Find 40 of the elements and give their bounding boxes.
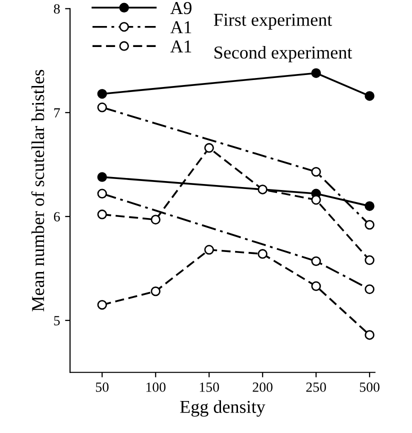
- point: [97, 102, 107, 112]
- x-tick-label: 150: [200, 382, 219, 392]
- point: [97, 172, 107, 182]
- point: [258, 249, 268, 259]
- x-tick-label: 100: [146, 382, 166, 392]
- point: [364, 220, 374, 230]
- y-tick-label: 8: [54, 4, 60, 14]
- point: [258, 184, 268, 194]
- point: [150, 214, 160, 224]
- point: [204, 244, 214, 255]
- x-tick-label: 200: [252, 382, 272, 392]
- point: [204, 143, 214, 153]
- point: [311, 166, 321, 177]
- point: [150, 286, 160, 296]
- point: [97, 210, 107, 220]
- x-tick-label: 500: [360, 382, 380, 392]
- x-tick-label: 250: [306, 382, 326, 392]
- legend-label: A9: [170, 2, 192, 14]
- y-axis-title: Mean number of scutellar bristles: [31, 70, 44, 312]
- annotation: Second experiment: [214, 46, 352, 62]
- point: [364, 91, 374, 101]
- point: [97, 188, 107, 198]
- x-tick-label: 50: [96, 382, 109, 392]
- point: [311, 256, 321, 266]
- x-axis-title: Egg density: [180, 400, 266, 417]
- legend-label: A1: [170, 40, 192, 52]
- y-tick-label: 6: [54, 212, 60, 222]
- annotation: First experiment: [214, 14, 332, 30]
- point: [311, 281, 321, 291]
- y-tick-label: 7: [54, 108, 60, 118]
- point: [311, 195, 321, 205]
- point: [364, 201, 374, 211]
- legend-label: A1: [170, 21, 192, 34]
- point: [364, 330, 374, 340]
- y-tick-label: 5: [54, 316, 60, 326]
- point: [311, 68, 321, 78]
- point: [364, 284, 374, 294]
- point: [97, 300, 107, 310]
- point: [97, 89, 107, 99]
- point: [364, 255, 374, 266]
